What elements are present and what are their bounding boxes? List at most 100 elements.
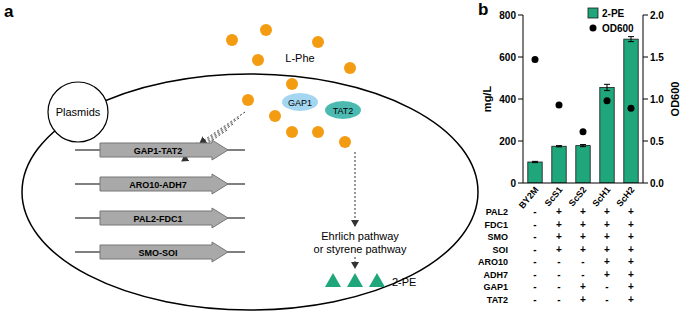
- product-label: 2-PE: [392, 276, 416, 288]
- genotype-cell: +: [580, 219, 586, 230]
- error-bar: [532, 161, 538, 162]
- error-cap: [532, 162, 538, 163]
- error-cap: [604, 90, 610, 91]
- genotype-cell: +: [604, 244, 610, 255]
- genotype-cell: -: [533, 244, 536, 255]
- y2-tick: [643, 57, 648, 58]
- y2-tick: [643, 141, 648, 142]
- error-stem: [631, 37, 632, 42]
- y-tick-label: 0: [510, 178, 516, 189]
- error-bar: [556, 146, 562, 147]
- genotype-cell: -: [557, 294, 560, 305]
- genotype-cell: +: [628, 294, 634, 305]
- genotype-cell: +: [628, 231, 634, 242]
- x-axis: [523, 183, 643, 184]
- genotype-cell: +: [580, 281, 586, 292]
- phe-molecule: [286, 78, 298, 90]
- panel-label: b: [478, 0, 488, 19]
- gene-label: GAP1-TAT2: [134, 146, 183, 156]
- genotype-cell: +: [604, 219, 610, 230]
- y2-tick: [643, 183, 648, 184]
- y-tick-label: 400: [499, 94, 516, 105]
- phe-molecule: [226, 34, 238, 46]
- bar: [624, 39, 638, 183]
- bar: [528, 162, 542, 183]
- gene-cassette: [100, 174, 228, 194]
- gene-row-label: PAL2: [486, 207, 508, 217]
- error-cap: [580, 144, 586, 145]
- genotype-cell: +: [556, 206, 562, 217]
- genotype-cell: +: [628, 269, 634, 280]
- y-tick-label: 600: [499, 52, 516, 63]
- phe-molecule: [260, 24, 272, 36]
- bar: [576, 146, 590, 183]
- error-cap: [628, 41, 634, 42]
- gene-row-label: SOI: [492, 245, 508, 255]
- y-tick: [518, 15, 523, 16]
- phe-molecule: [312, 36, 324, 48]
- plasmid-label: Plasmids: [56, 106, 101, 118]
- gene-label: SMO-SOI: [138, 248, 177, 258]
- genotype-cell: -: [581, 269, 584, 280]
- y-tick: [518, 183, 523, 184]
- error-bar: [580, 145, 586, 147]
- legend-label: 2-PE: [602, 8, 625, 19]
- phe-molecule: [344, 62, 356, 74]
- panel-a: aPlasmidsL-PheGAP1TAT2GAP1-TAT2ARO10-ADH…: [4, 2, 478, 310]
- figure: a Plasmids L-Phe GAP1 TAT2 GAP1-TAT2 ARO10 - ADH…: [0, 0, 685, 315]
- genotype-cell: +: [556, 231, 562, 242]
- y2-tick-label: 0.0: [650, 178, 664, 189]
- transporter-label: GAP1: [288, 98, 312, 108]
- phe-molecule: [269, 110, 281, 122]
- plasmid: [48, 82, 108, 142]
- genotype-cell: +: [628, 244, 634, 255]
- point: [532, 56, 539, 63]
- gene-row-label: FDC1: [484, 220, 508, 230]
- error-cap: [628, 36, 634, 37]
- point: [580, 128, 587, 135]
- gene-row-label: ADH7: [483, 270, 508, 280]
- phe-molecule: [286, 126, 298, 138]
- pathway-arrow: [355, 152, 356, 226]
- y-tick: [518, 99, 523, 100]
- gene-row-label: TAT2: [487, 295, 508, 305]
- panel-label: a: [4, 2, 14, 21]
- genotype-table: PAL2-++++FDC1-++++SMO-++++SOI-++++ARO10-…: [478, 206, 634, 305]
- point: [556, 101, 563, 108]
- genotype-cell: -: [557, 269, 560, 280]
- error-cap: [556, 145, 562, 146]
- gene-cassette: [100, 208, 228, 228]
- y2-tick-label: 1.5: [650, 52, 664, 63]
- bar: [552, 146, 566, 183]
- pathway-arrow: [355, 257, 356, 268]
- genotype-cell: +: [604, 269, 610, 280]
- y2-tick: [643, 99, 648, 100]
- y-tick: [518, 141, 523, 142]
- error-bar: [628, 37, 634, 42]
- genotype-cell: +: [580, 206, 586, 217]
- x-tick-label: ScS1: [543, 185, 565, 208]
- y2-tick-label: 2.0: [650, 10, 664, 21]
- genotype-cell: +: [604, 256, 610, 267]
- substrate-label: L-Phe: [285, 52, 314, 64]
- genotype-cell: -: [557, 281, 560, 292]
- genotype-cell: -: [533, 294, 536, 305]
- error-cap: [604, 84, 610, 85]
- point: [628, 105, 635, 112]
- y2-tick: [643, 15, 648, 16]
- x-tick-label: ScH2: [614, 185, 636, 209]
- gene-cassette: [100, 242, 228, 262]
- uptake-arrow: [200, 112, 245, 143]
- x-tick-label: ScS2: [567, 185, 589, 208]
- y2-tick-label: 1.0: [650, 94, 664, 105]
- pathway-label: Ehrlich pathway: [321, 230, 399, 242]
- phe-molecule: [242, 94, 254, 106]
- legend-swatch: [588, 8, 598, 18]
- gene-row-label: ARO10: [478, 257, 508, 267]
- y-tick: [518, 57, 523, 58]
- error-cap: [556, 146, 562, 147]
- genotype-cell: +: [556, 244, 562, 255]
- error-cap: [532, 161, 538, 162]
- genotype-cell: -: [605, 294, 608, 305]
- gene-row-label: SMO: [487, 232, 508, 242]
